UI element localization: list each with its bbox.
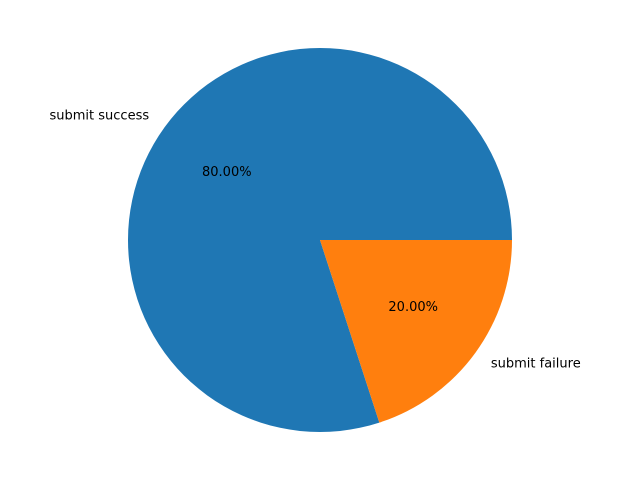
- slice-percent-label: 20.00%: [388, 300, 438, 315]
- pie-slice-submit-success: [127, 47, 512, 432]
- pie-slices: [127, 47, 512, 432]
- pie-labels: submit success 80.00% submit failure 20.00%: [50, 108, 581, 371]
- slice-label: submit failure: [491, 357, 581, 372]
- slice-label: submit success: [50, 108, 150, 123]
- slice-percent-label: 80.00%: [202, 165, 252, 180]
- pie-slice-submit-failure: [320, 240, 512, 423]
